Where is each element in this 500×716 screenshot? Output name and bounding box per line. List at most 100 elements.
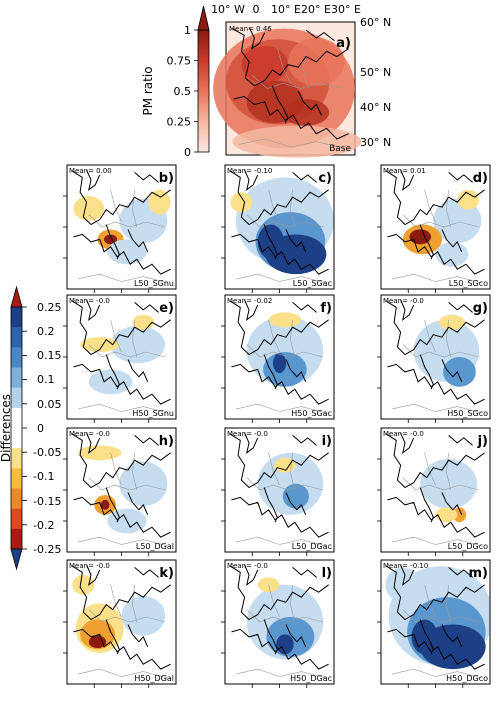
- country-border: [391, 403, 482, 414]
- panel-k: Mean= -0.0 k) H50_DGal: [63, 559, 177, 688]
- coastline: [387, 628, 485, 670]
- pm-ratio-colorbar: 1 0.75 0.5 0.25 0 PM ratio: [141, 5, 210, 159]
- coastline: [73, 233, 171, 275]
- y-tick-label: 60° N: [360, 16, 391, 29]
- coastline: [292, 302, 317, 313]
- panel-mean: Mean= -0.0: [69, 430, 110, 438]
- coastline: [386, 170, 485, 226]
- colorbar-cell: [11, 468, 22, 489]
- panel-field: [413, 314, 480, 387]
- panel-label: d): [473, 171, 488, 186]
- country-border: [268, 189, 280, 223]
- coastline: [400, 169, 415, 192]
- coastline: [105, 224, 120, 260]
- coastline: [72, 565, 171, 621]
- field-blob: [435, 507, 458, 523]
- panel-a: Mean= 0.46 a) Base 10° W 0 10° E 20° E 3…: [211, 3, 391, 158]
- field-blob: [121, 595, 166, 636]
- country-border: [77, 536, 168, 547]
- pm-ratio-colorbar-ticks: [194, 29, 198, 153]
- panel-field: [420, 459, 477, 523]
- panel-a-mean: Mean= 0.46: [229, 25, 272, 33]
- coastline: [105, 619, 120, 655]
- panel-label: m): [469, 566, 489, 581]
- coastline: [263, 354, 278, 390]
- panel-f: Mean= -0.02 f) H50_SGac: [221, 294, 335, 423]
- panel-b: Mean= 0.00 b) L50_SGnu: [63, 164, 177, 293]
- coastline: [305, 29, 335, 41]
- coastline: [127, 229, 149, 253]
- panel-coastline: [230, 169, 329, 284]
- panel-scenario: L50_SGco: [449, 279, 488, 288]
- panel-coastline: [230, 299, 329, 414]
- panel-label: i): [322, 434, 332, 449]
- panel-g: Mean= -0.0 g) H50_SGco: [377, 294, 491, 423]
- country-border: [290, 189, 296, 228]
- coastline: [244, 564, 259, 587]
- diff-tick-label: 0.25: [37, 301, 62, 314]
- coastline: [400, 299, 415, 322]
- field-blob: [107, 239, 147, 265]
- colorbar-cell: [11, 367, 22, 388]
- field-blob: [88, 369, 133, 395]
- panel-label: c): [318, 171, 332, 186]
- panel-a-x-ticks: 10° W 0 10° E 20° E 30° E: [211, 3, 361, 16]
- coastline: [400, 432, 415, 455]
- country-border: [246, 214, 324, 228]
- coastline: [230, 300, 329, 356]
- country-border: [424, 189, 436, 223]
- country-border: [268, 452, 280, 486]
- coastline: [285, 492, 307, 516]
- pm-ratio-tick-label: 0: [184, 146, 191, 159]
- panel-h: Mean= -0.0 h) L50_DGal: [63, 427, 177, 556]
- differences-colorbar-bar: [11, 307, 22, 550]
- country-border: [235, 536, 326, 547]
- panel-mean: Mean= -0.0: [69, 562, 110, 570]
- panel-label: b): [159, 171, 174, 186]
- panel-mean: Mean= -0.10: [383, 562, 428, 570]
- panel-coastline: [386, 432, 485, 547]
- coastline: [271, 85, 289, 124]
- coastline: [263, 487, 278, 523]
- panel-scenario: L50_SGnu: [134, 279, 174, 288]
- panel-field: [80, 314, 166, 395]
- coastline: [72, 170, 171, 226]
- pm-ratio-axis-label: PM ratio: [141, 66, 155, 115]
- country-border: [424, 584, 436, 618]
- field-blob: [241, 45, 288, 84]
- country-border: [268, 319, 280, 353]
- country-border: [132, 189, 138, 228]
- field-blob: [276, 634, 294, 655]
- panel-mean: Mean= -0.0: [383, 430, 424, 438]
- coastline: [292, 567, 317, 578]
- coastline: [441, 492, 463, 516]
- coastline: [441, 229, 463, 253]
- field-blob: [73, 196, 105, 221]
- coastline: [127, 624, 149, 648]
- coastline: [448, 172, 473, 183]
- coastline: [231, 363, 329, 405]
- panel-j: Mean= -0.0 j) L50_DGco: [377, 427, 491, 556]
- country-border: [132, 584, 138, 623]
- panel-label: j): [477, 434, 488, 449]
- panel-label: h): [159, 434, 174, 449]
- coastline: [86, 432, 101, 455]
- field-blob: [257, 224, 284, 260]
- country-border: [402, 344, 480, 358]
- panel-coastline: [230, 564, 329, 679]
- differences-colorbar-arrow-top: [10, 285, 23, 308]
- field-blob: [452, 507, 467, 523]
- field-blob: [88, 635, 107, 649]
- panel-coastline: [72, 432, 171, 547]
- country-border: [235, 403, 326, 414]
- panel-scenario: H50_SGac: [291, 409, 332, 418]
- colorbar-cell: [11, 347, 22, 368]
- coastline: [441, 624, 463, 648]
- country-border: [110, 584, 122, 618]
- pm-ratio-tick-label: 1: [184, 24, 191, 37]
- country-border: [290, 584, 296, 623]
- coastline: [73, 628, 171, 670]
- coastline: [386, 300, 485, 356]
- colorbar-cell: [11, 488, 22, 509]
- coastline: [244, 432, 259, 455]
